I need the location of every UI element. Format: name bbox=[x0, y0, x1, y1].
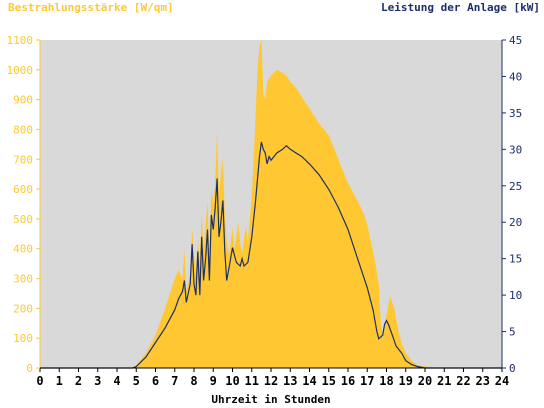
x-tick-label: 20 bbox=[418, 374, 432, 388]
x-tick-label: 3 bbox=[94, 374, 101, 388]
right-axis-title: Leistung der Anlage [kW] bbox=[381, 1, 540, 14]
left-y-tick-label: 300 bbox=[13, 273, 33, 286]
x-tick-label: 11 bbox=[245, 374, 259, 388]
x-tick-label: 7 bbox=[171, 374, 178, 388]
right-y-tick-label: 15 bbox=[509, 253, 522, 266]
x-tick-label: 10 bbox=[225, 374, 239, 388]
right-y-ticks: 0 5 10 15 20 25 30 35 40 45 bbox=[502, 34, 522, 375]
x-tick-label: 19 bbox=[399, 374, 413, 388]
x-tick-label: 9 bbox=[210, 374, 217, 388]
left-y-tick-label: 200 bbox=[13, 302, 33, 315]
power-line bbox=[40, 141, 502, 369]
x-tick-label: 14 bbox=[302, 374, 316, 388]
x-tick-label: 21 bbox=[437, 374, 451, 388]
right-y-tick-label: 25 bbox=[509, 180, 522, 193]
x-tick-label: 16 bbox=[341, 374, 355, 388]
x-tick-label: 5 bbox=[133, 374, 140, 388]
right-y-tick-label: 40 bbox=[509, 70, 522, 83]
x-tick-label: 17 bbox=[360, 374, 374, 388]
left-y-tick-label: 1100 bbox=[7, 34, 34, 47]
x-tick-label: 1 bbox=[56, 374, 63, 388]
x-tick-label: 22 bbox=[456, 374, 470, 388]
right-y-tick-label: 10 bbox=[509, 289, 522, 302]
x-tick-label: 15 bbox=[322, 374, 336, 388]
right-y-tick-label: 30 bbox=[509, 143, 522, 156]
right-y-tick-label: 35 bbox=[509, 107, 522, 120]
right-y-tick-label: 20 bbox=[509, 216, 522, 229]
x-axis-title: Uhrzeit in Stunden bbox=[211, 393, 330, 406]
x-tick-label: 4 bbox=[113, 374, 120, 388]
x-tick-label: 2 bbox=[75, 374, 82, 388]
left-y-tick-label: 400 bbox=[13, 243, 33, 256]
x-tick-label: 0 bbox=[36, 374, 43, 388]
left-y-tick-label: 0 bbox=[26, 362, 33, 375]
left-y-tick-label: 100 bbox=[13, 332, 33, 345]
x-tick-label: 8 bbox=[190, 374, 197, 388]
left-y-tick-label: 800 bbox=[13, 123, 33, 136]
irradiance-area bbox=[40, 40, 502, 368]
x-tick-label: 12 bbox=[264, 374, 278, 388]
left-y-tick-label: 1000 bbox=[7, 64, 34, 77]
x-ticks: 0 1 2 3 4 5 6 7 8 9 10 11 12 13 14 15 16 17 18 19 20 21 22 23 24 bbox=[36, 368, 509, 388]
left-y-ticks: 0 100 200 300 400 500 600 700 800 900 1000 1100 bbox=[7, 34, 40, 375]
right-y-tick-label: 5 bbox=[509, 326, 516, 339]
left-axis-title: Bestrahlungsstärke [W/qm] bbox=[8, 1, 174, 14]
x-tick-label: 13 bbox=[283, 374, 297, 388]
right-y-tick-label: 0 bbox=[509, 362, 516, 375]
left-y-tick-label: 900 bbox=[13, 94, 33, 107]
x-tick-label: 23 bbox=[476, 374, 490, 388]
x-tick-label: 6 bbox=[152, 374, 159, 388]
left-y-tick-label: 700 bbox=[13, 153, 33, 166]
x-tick-label: 18 bbox=[379, 374, 393, 388]
right-y-tick-label: 45 bbox=[509, 34, 522, 47]
left-y-tick-label: 600 bbox=[13, 183, 33, 196]
x-tick-label: 24 bbox=[495, 374, 509, 388]
left-y-tick-label: 500 bbox=[13, 213, 33, 226]
